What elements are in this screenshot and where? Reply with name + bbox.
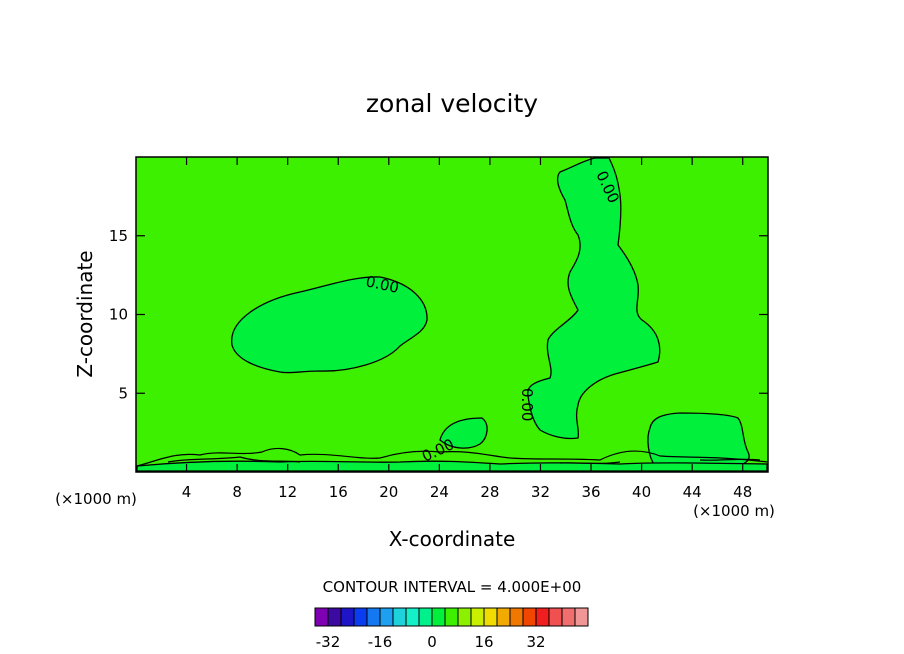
colorbar-swatch	[353, 607, 368, 627]
colorbar-swatch	[509, 607, 524, 627]
colorbar-swatch	[457, 607, 472, 627]
contour-region-bottom-small	[439, 417, 488, 449]
colorbar-swatch	[444, 607, 459, 627]
x-tick-label: 8	[232, 483, 242, 501]
contour-line-bottom-2	[167, 456, 761, 464]
x-tick-label: 48	[733, 483, 752, 501]
colorbar-swatch	[548, 607, 563, 627]
contour-region-bottom-strip	[136, 460, 768, 472]
y-tick-label: 10	[109, 306, 128, 324]
colorbar-swatch	[561, 607, 576, 627]
x-tick-label: 36	[581, 483, 600, 501]
colorbar-swatch	[574, 607, 589, 627]
colorbar-swatch	[379, 607, 394, 627]
contour-interval-text: CONTOUR INTERVAL = 4.000E+00	[323, 578, 582, 596]
contour-region-bottom-right	[647, 412, 750, 467]
x-tick-label: 20	[379, 483, 398, 501]
colorbar-tick-label: -32	[316, 633, 341, 651]
contour-label-mid: 0.00	[518, 388, 536, 421]
x-tick-label: 28	[480, 483, 499, 501]
chart-title: zonal velocity	[366, 89, 538, 118]
contour-region-right-column	[527, 157, 661, 440]
x-tick-label: 40	[632, 483, 651, 501]
colorbar-swatch	[392, 607, 407, 627]
colorbar-swatch	[366, 607, 381, 627]
x-axis: 4 8 12 16 20 24 28 32 36 40 44 48	[182, 157, 752, 501]
colorbar-swatch	[418, 607, 433, 627]
z-axis-unit: (×1000 m)	[55, 490, 137, 508]
colorbar-tick-label: 0	[427, 633, 437, 651]
y-axis: 5 10 15	[109, 227, 768, 402]
colorbar-swatch	[327, 607, 342, 627]
colorbar-swatch	[470, 607, 485, 627]
colorbar-swatch	[522, 607, 537, 627]
colorbar-swatch	[431, 607, 446, 627]
colorbar-swatch	[405, 607, 420, 627]
colorbar-swatch	[496, 607, 511, 627]
y-tick-label: 15	[109, 227, 128, 245]
x-axis-label: X-coordinate	[389, 527, 516, 551]
x-tick-label: 16	[329, 483, 348, 501]
y-tick-label: 5	[118, 384, 128, 402]
x-tick-label: 24	[430, 483, 449, 501]
contour-region-left-core	[231, 276, 428, 374]
x-tick-label: 12	[278, 483, 297, 501]
colorbar-swatch	[483, 607, 498, 627]
contour-line-bottom	[136, 447, 768, 467]
colorbar-swatch	[535, 607, 550, 627]
colorbar-tick-label: -16	[368, 633, 393, 651]
plot-area: 0.00 0.00 0.00 0.00	[135, 156, 769, 473]
colorbar-tick-label: 16	[474, 633, 493, 651]
colorbar-swatch	[314, 607, 329, 627]
colorbar: -32 -16 0 16 32	[314, 607, 589, 651]
x-tick-label: 4	[182, 483, 192, 501]
colorbar-tick-label: 32	[526, 633, 545, 651]
colorbar-swatch	[340, 607, 355, 627]
x-tick-label: 32	[531, 483, 550, 501]
y-axis-label: Z-coordinate	[73, 250, 97, 377]
x-axis-unit: (×1000 m)	[693, 502, 775, 520]
x-tick-label: 44	[683, 483, 702, 501]
